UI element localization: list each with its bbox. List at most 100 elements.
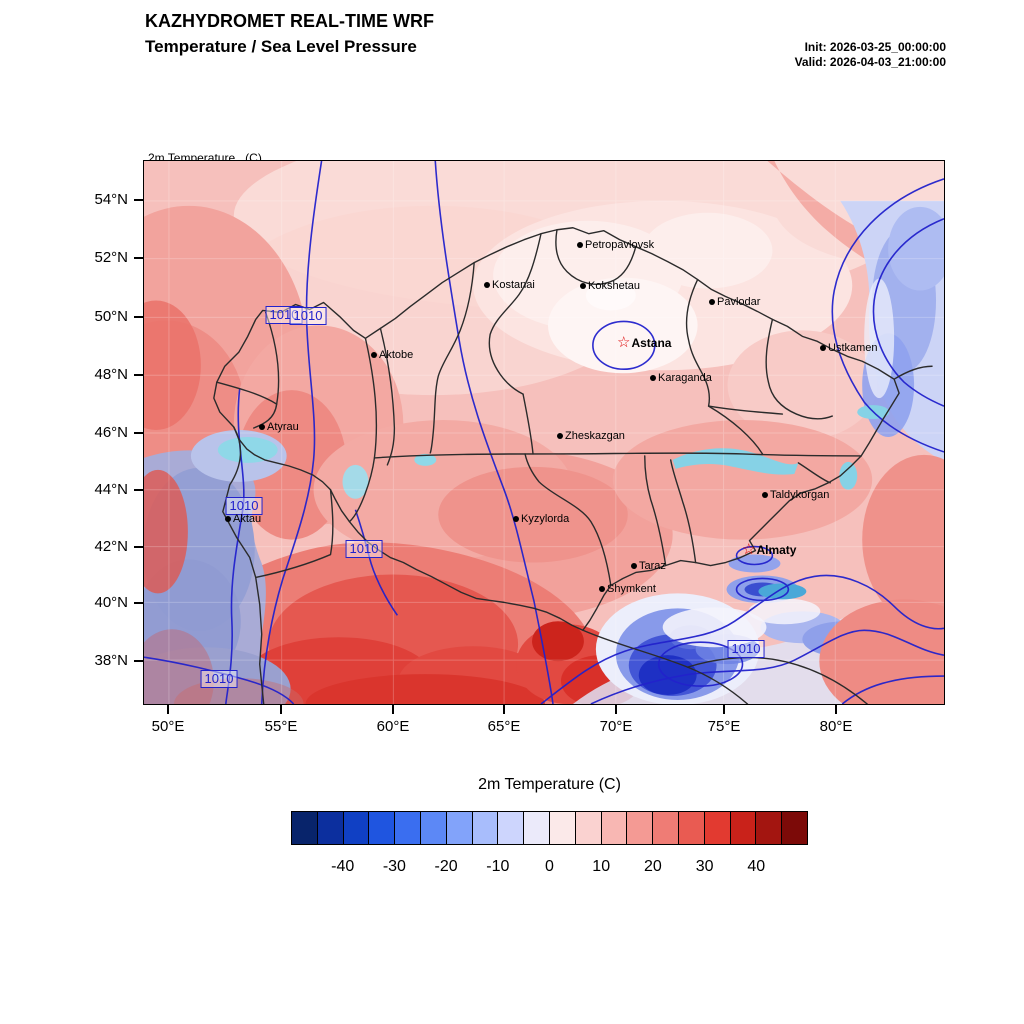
colorbar-tick-label: -10: [486, 858, 510, 875]
city-label: Shymkent: [607, 583, 656, 595]
lat-tick: [134, 199, 143, 201]
city-label: Taraz: [639, 560, 666, 572]
city-marker-aktau: Aktau: [225, 513, 261, 525]
lat-tick-label: 42°N: [94, 538, 128, 555]
colorbar-segment: [626, 812, 653, 844]
lat-tick-label: 46°N: [94, 424, 128, 441]
city-marker-aktobe: Aktobe: [371, 349, 413, 361]
colorbar-segment: [703, 812, 730, 844]
capital-star-icon: ☆: [617, 334, 631, 351]
colorbar-ticks: -40 -30 -20 -10 0 10 20 30 40: [291, 858, 808, 880]
valid-time: Valid: 2026-04-03_21:00:00: [794, 55, 946, 69]
city-label: Kostanai: [492, 279, 535, 291]
colorbar-segment: [677, 812, 704, 844]
colorbar-tick-label: -20: [434, 858, 458, 875]
pressure-contour-label: 1010: [265, 306, 303, 324]
lon-tick: [280, 705, 282, 714]
city-label: Almaty: [756, 543, 797, 557]
pressure-contour-label: 1010: [200, 670, 238, 688]
city-dot-icon: [557, 433, 563, 439]
city-marker-kyzylorda: Kyzylorda: [513, 513, 569, 525]
lon-tick: [723, 705, 725, 714]
city-dot-icon: [577, 242, 583, 248]
colorbar-title: 2m Temperature (C): [478, 776, 621, 793]
map-frame: Petropavlovsk Kostanai Kokshetau Pavlodar ☆ A…: [143, 160, 945, 705]
colorbar-segment: [471, 812, 498, 844]
city-dot-icon: [225, 516, 231, 522]
city-dot-icon: [580, 283, 586, 289]
city-dot-icon: [371, 352, 377, 358]
capital-star-icon: ☆: [742, 541, 756, 558]
pressure-contour-label: 1010: [727, 640, 765, 658]
city-dot-icon: [709, 299, 715, 305]
colorbar-tick-label: -30: [382, 858, 406, 875]
temperature-field: [144, 161, 944, 704]
colorbar-segment: [548, 812, 575, 844]
lon-tick-label: 80°E: [819, 718, 853, 735]
lat-tick-label: 48°N: [94, 366, 128, 383]
lon-tick: [392, 705, 394, 714]
city-marker-astana: ☆ Astana: [617, 334, 672, 351]
city-dot-icon: [762, 492, 768, 498]
colorbar-segment: [394, 812, 420, 844]
region-borders: [213, 227, 933, 704]
city-label: Karaganda: [658, 372, 712, 384]
colorbar-segment: [755, 812, 782, 844]
city-marker-taldykorgan: Taldykorgan: [762, 489, 829, 501]
city-dot-icon: [599, 586, 605, 592]
pressure-contour-label: 1010: [289, 307, 327, 325]
run-times: Init: 2026-03-25_00:00:00 Valid: 2026-04…: [795, 40, 946, 70]
lon-tick-label: 60°E: [376, 718, 410, 735]
city-label: Astana: [631, 336, 672, 350]
lat-tick: [134, 316, 143, 318]
pressure-contour-label: 1010: [225, 497, 263, 515]
colorbar-segment: [419, 812, 446, 844]
lat-tick: [134, 546, 143, 548]
map-overlay: Petropavlovsk Kostanai Kokshetau Pavlodar ☆ A…: [144, 161, 944, 704]
lon-tick: [503, 705, 505, 714]
header: KAZHYDROMET REAL-TIME WRF Temperature / …: [145, 8, 434, 59]
city-label: Aktau: [233, 513, 262, 525]
temperature-field-svg: [144, 161, 944, 704]
city-marker-zheskazgan: Zheskazgan: [557, 430, 625, 442]
city-dot-icon: [259, 424, 265, 430]
city-label: Petropavlovsk: [585, 239, 655, 251]
lon-tick-label: 70°E: [599, 718, 633, 735]
city-label: Aktobe: [379, 349, 414, 361]
city-label: Kyzylorda: [521, 513, 570, 525]
city-marker-kostanai: Kostanai: [484, 279, 535, 291]
city-marker-atyrau: Atyrau: [259, 421, 299, 433]
lat-tick-label: 52°N: [94, 249, 128, 266]
lat-tick: [134, 432, 143, 434]
colorbar-segment: [342, 812, 369, 844]
colorbar-tick-label: -40: [331, 858, 355, 875]
lat-tick: [134, 257, 143, 259]
colorbar-segment: [497, 812, 524, 844]
city-label: Pavlodar: [717, 296, 761, 308]
lat-tick-label: 44°N: [94, 481, 128, 498]
page-title: KAZHYDROMET REAL-TIME WRF: [145, 11, 434, 31]
lon-tick-label: 65°E: [487, 718, 521, 735]
colorbar-tick-label: 20: [643, 858, 662, 875]
lon-tick: [615, 705, 617, 714]
city-dot-icon: [513, 516, 519, 522]
colorbar-tick-label: 10: [592, 858, 611, 875]
colorbar-segment: [368, 812, 395, 844]
city-label: Atyrau: [267, 421, 299, 433]
lon-tick: [835, 705, 837, 714]
colorbar-segment: [445, 812, 472, 844]
lat-tick: [134, 489, 143, 491]
lat-tick: [134, 660, 143, 662]
lat-tick-label: 40°N: [94, 594, 128, 611]
city-marker-petropavlovsk: Petropavlovsk: [577, 239, 654, 251]
city-marker-karaganda: Karaganda: [650, 372, 712, 384]
city-label: Zheskazgan: [565, 430, 625, 442]
pressure-contours: [144, 161, 944, 704]
city-marker-ustkamen: Ustkamen: [820, 342, 878, 354]
colorbar-segment: [316, 812, 343, 844]
colorbar-tick-label: 40: [747, 858, 766, 875]
city-marker-kokshetau: Kokshetau: [580, 280, 640, 292]
page-subtitle: Temperature / Sea Level Pressure: [145, 37, 417, 56]
colorbar-tick-label: 30: [695, 858, 714, 875]
